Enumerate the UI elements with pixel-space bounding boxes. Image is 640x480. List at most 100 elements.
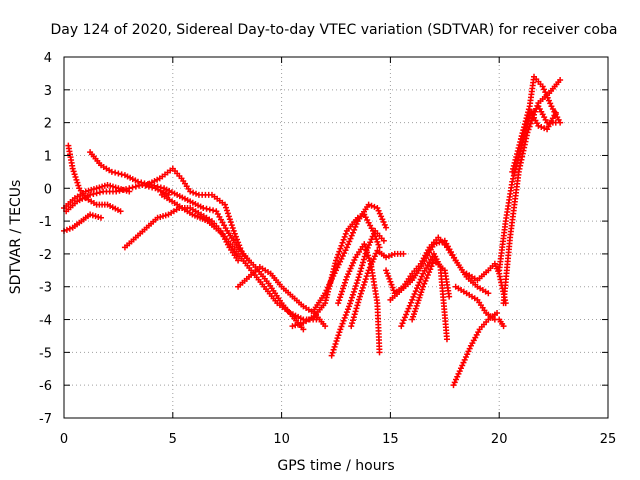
data-point — [228, 222, 235, 229]
data-point — [399, 320, 406, 327]
data-point — [522, 121, 529, 128]
data-point — [352, 282, 359, 289]
data-point — [115, 170, 122, 177]
data-point — [335, 300, 342, 307]
data-point — [421, 280, 428, 287]
data-point — [346, 268, 353, 275]
series-track-11 — [311, 201, 390, 313]
x-tick-label: 10 — [273, 432, 290, 447]
data-point — [356, 293, 363, 300]
data-point — [123, 186, 130, 193]
data-point — [351, 285, 358, 292]
y-tick-label: 0 — [44, 182, 52, 197]
data-point — [450, 382, 457, 389]
data-point — [510, 175, 517, 182]
data-point — [350, 259, 357, 266]
data-point — [364, 270, 371, 277]
data-point — [547, 100, 554, 107]
data-point — [516, 142, 523, 149]
data-point — [357, 268, 364, 275]
data-point — [342, 276, 349, 283]
data-point — [417, 276, 424, 283]
data-point — [454, 373, 461, 380]
data-point — [235, 257, 242, 264]
data-point — [543, 91, 550, 98]
data-point — [238, 248, 245, 255]
data-point — [336, 297, 343, 304]
data-point — [90, 191, 97, 198]
data-point — [339, 288, 346, 295]
data-point — [365, 252, 372, 259]
data-point — [334, 254, 341, 261]
data-point — [390, 287, 397, 294]
data-point — [427, 266, 434, 273]
x-tick-label: 25 — [600, 432, 617, 447]
data-point — [165, 191, 172, 198]
data-point — [70, 168, 77, 175]
data-point — [416, 279, 423, 286]
data-point — [460, 359, 467, 366]
data-point — [411, 291, 418, 298]
data-point — [361, 278, 368, 285]
data-point — [93, 190, 100, 197]
data-point — [352, 223, 359, 230]
data-point — [66, 225, 73, 232]
data-point — [365, 201, 372, 208]
data-point — [222, 201, 229, 208]
series-track-7 — [143, 165, 307, 333]
axis-ticks: 0 5 10 15 20 25 -7 -6 -5 -4 -3 -2 -1 0 1 2 3 4 — [39, 51, 616, 447]
data-point — [369, 258, 376, 265]
series-track-2 — [61, 211, 104, 234]
data-point — [73, 176, 80, 183]
data-point — [369, 233, 376, 240]
data-point — [429, 260, 436, 267]
data-point — [342, 230, 349, 237]
data-point — [332, 340, 339, 347]
data-point — [334, 335, 341, 342]
data-point — [339, 320, 346, 327]
data-point — [370, 256, 377, 263]
data-point — [336, 248, 343, 255]
data-point — [342, 312, 349, 319]
data-point — [222, 204, 229, 211]
data-point — [412, 288, 419, 295]
data-point — [355, 274, 362, 281]
data-point — [224, 210, 231, 217]
data-point — [557, 119, 564, 126]
data-point — [378, 213, 385, 220]
data-point — [533, 105, 540, 112]
data-point — [229, 225, 236, 232]
data-point — [415, 282, 422, 289]
data-point — [381, 221, 388, 228]
data-point — [355, 299, 362, 306]
data-point — [365, 242, 372, 249]
data-point — [200, 204, 207, 211]
data-point — [338, 291, 345, 298]
data-point — [108, 168, 115, 175]
data-point — [375, 207, 382, 214]
data-point — [348, 232, 355, 239]
data-point — [457, 365, 464, 372]
data-point — [348, 262, 355, 269]
data-point — [368, 202, 375, 209]
y-tick-label: 4 — [44, 51, 52, 66]
data-point — [383, 224, 390, 231]
data-point — [360, 256, 367, 263]
data-point — [509, 168, 516, 175]
data-point — [349, 229, 356, 236]
data-point — [322, 323, 329, 330]
data-point — [71, 171, 78, 178]
data-point — [552, 109, 559, 116]
series-track-3 — [65, 142, 124, 215]
data-point — [380, 237, 387, 244]
data-point — [366, 264, 373, 271]
data-point — [359, 259, 366, 266]
data-point — [237, 245, 244, 252]
data-point — [154, 183, 161, 190]
data-point — [361, 241, 368, 248]
data-point — [485, 290, 492, 297]
data-point — [362, 243, 369, 250]
data-point — [203, 205, 210, 212]
data-point — [350, 314, 357, 321]
data-point — [524, 115, 531, 122]
